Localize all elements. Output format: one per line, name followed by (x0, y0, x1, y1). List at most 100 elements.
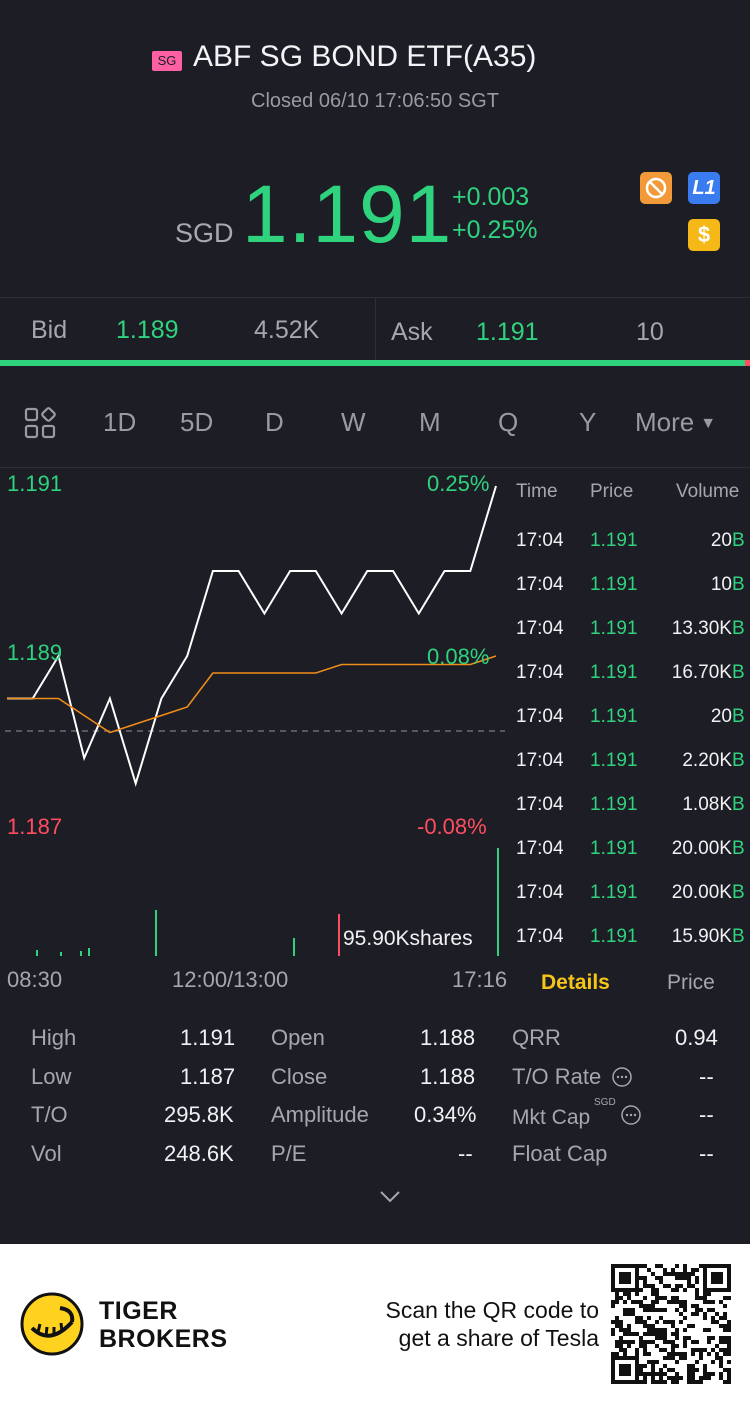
bid-price: 1.189 (116, 316, 179, 344)
price-line (7, 485, 497, 787)
tab-quarter[interactable]: Q (498, 407, 519, 437)
stock-title: ABF SG BOND ETF(A35) (193, 40, 537, 73)
stat-mktcap-label: Mkt Cap (512, 1106, 591, 1129)
stat-high-label: High (31, 1025, 77, 1050)
pct-axis-top: 0.25% (427, 471, 490, 496)
chevron-down-icon: ▼ (700, 415, 717, 432)
trade-price: 1.191 (590, 618, 638, 639)
trade-time: 17:04 (516, 574, 564, 595)
tab-5d[interactable]: 5D (180, 407, 214, 437)
trade-side: B (732, 926, 745, 947)
bid-size: 4.52K (254, 316, 320, 344)
trade-time: 17:04 (516, 530, 564, 551)
volume-label: 95.90Kshares (343, 927, 473, 950)
stat-low-label: Low (31, 1064, 72, 1089)
pct-axis-bottom: -0.08% (417, 814, 487, 839)
level1-icon[interactable]: L1 (688, 172, 720, 204)
stat-to-value: 295.8K (164, 1102, 234, 1127)
brand-line2: BROKERS (99, 1325, 228, 1353)
trade-side: B (732, 794, 745, 815)
ask-size: 10 (636, 318, 664, 346)
trade-time: 17:04 (516, 618, 564, 639)
promo-line2: get a share of Tesla (398, 1325, 599, 1351)
volume-bar (80, 951, 82, 956)
stat-close-label: Close (271, 1064, 328, 1089)
tiger-logo-icon (20, 1292, 84, 1361)
stat-vol-label: Vol (31, 1141, 62, 1166)
stat-open-value: 1.188 (420, 1025, 476, 1050)
trade-price: 1.191 (590, 926, 638, 947)
average-line (7, 655, 497, 734)
last-price: 1.191 (242, 169, 453, 260)
no-short-icon[interactable] (640, 172, 672, 204)
trade-side: B (732, 882, 745, 903)
promo-footer: TIGER BROKERS Scan the QR code to get a … (0, 1244, 750, 1405)
volume-bar (60, 952, 62, 956)
y-axis-top: 1.191 (7, 471, 63, 496)
trade-header-volume: Volume (676, 481, 740, 502)
trade-side: B (732, 750, 745, 771)
brand-line1: TIGER (99, 1297, 178, 1325)
volume-bars (36, 848, 499, 956)
price-change-percent: +0.25% (452, 216, 538, 244)
stats-panel: High 1.191 Low 1.187 T/O 295.8K Vol 248.… (0, 1010, 750, 1230)
volume-bar (88, 948, 90, 956)
tab-details[interactable]: Details (541, 971, 610, 994)
trade-price: 1.191 (590, 662, 638, 683)
chart-svg (5, 485, 505, 956)
dollar-icon[interactable]: $ (688, 219, 720, 251)
tab-month[interactable]: M (419, 407, 441, 437)
tab-more[interactable]: More ▼ (635, 407, 716, 438)
info-icon[interactable] (611, 1066, 633, 1093)
price-lines (7, 485, 497, 787)
trade-time: 17:04 (516, 882, 564, 903)
stat-low-value: 1.187 (180, 1064, 236, 1089)
trade-volume: 10 (710, 574, 732, 595)
qr-code[interactable] (611, 1264, 731, 1384)
volume-bar (155, 910, 157, 956)
market-badge: SG (152, 51, 182, 71)
stat-qrr-label: QRR (512, 1025, 561, 1050)
bid-ask-bar[interactable]: Bid 1.189 4.52K Ask 1.191 10 (0, 297, 750, 362)
grid-layout-icon[interactable] (24, 407, 56, 444)
intraday-chart[interactable]: 1.191 0.25% 1.189 0.08% 1.187 -0.08% 95.… (0, 468, 510, 963)
trade-price: 1.191 (590, 838, 638, 859)
bid-label: Bid (31, 316, 68, 344)
trade-price: 1.191 (590, 750, 638, 771)
trade-time: 17:04 (516, 926, 564, 947)
stat-torate-value: -- (699, 1064, 714, 1089)
stat-pe-label: P/E (271, 1141, 307, 1166)
period-tabs: 1D 5D D W M Q Y More ▼ (0, 375, 750, 468)
tab-price[interactable]: Price (667, 971, 715, 994)
tab-week[interactable]: W (341, 407, 366, 437)
trade-side: B (732, 706, 745, 727)
dollar-icon-label: $ (697, 222, 711, 247)
x-axis-end: 17:16 (452, 967, 508, 992)
y-axis-bottom: 1.187 (7, 814, 63, 839)
trade-time: 17:04 (516, 750, 564, 771)
trade-price: 1.191 (590, 530, 638, 551)
trade-volume: 16.70K (671, 662, 732, 683)
tab-1d[interactable]: 1D (103, 407, 137, 437)
x-axis-mid: 12:00/13:00 (172, 967, 289, 992)
stat-high-value: 1.191 (180, 1025, 236, 1050)
tab-year[interactable]: Y (579, 407, 597, 437)
trade-volume: 13.30K (671, 618, 732, 639)
trade-side: B (732, 574, 745, 595)
chevron-down-icon[interactable] (379, 1190, 401, 1209)
stat-close-value: 1.188 (420, 1064, 476, 1089)
trade-volume: 20 (710, 706, 732, 727)
info-icon[interactable] (620, 1104, 642, 1131)
bid-ask-divider (375, 298, 376, 362)
stat-qrr-value: 0.94 (675, 1025, 718, 1050)
volume-bar (293, 938, 295, 956)
bid-ask-ratio-bar (0, 360, 750, 366)
promo-line1: Scan the QR code to (385, 1297, 599, 1323)
trade-time: 17:04 (516, 838, 564, 859)
stat-floatcap-label: Float Cap (512, 1141, 608, 1166)
stat-amplitude-value: 0.34% (414, 1102, 477, 1127)
x-axis-start: 08:30 (7, 967, 63, 992)
stat-pe-value: -- (458, 1141, 473, 1166)
trade-time: 17:04 (516, 706, 564, 727)
tab-day[interactable]: D (265, 407, 284, 437)
